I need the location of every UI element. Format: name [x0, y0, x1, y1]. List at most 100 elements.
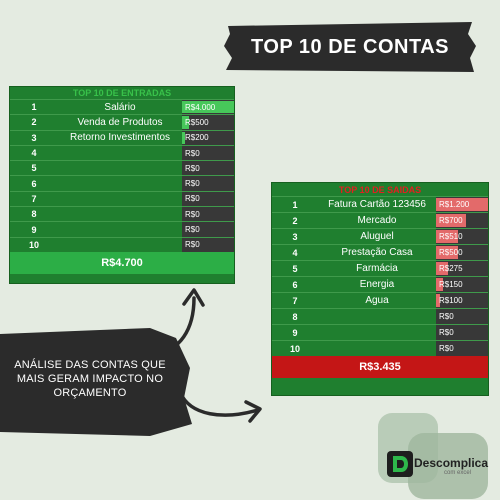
row-value-text: R$4.000 [185, 102, 216, 112]
callout-blob [0, 328, 192, 436]
row-value-text: R$700 [439, 216, 463, 225]
row-value: R$700 [436, 213, 488, 228]
row-name: Salário [104, 101, 136, 113]
row-rank: 5 [292, 263, 298, 274]
row-value: R$0 [182, 207, 234, 222]
table-row: 5 R$0 [10, 160, 234, 176]
row-value: R$275 [436, 261, 488, 276]
row-value: R$200 [182, 130, 234, 145]
value-bar [436, 230, 459, 243]
top-saidas-panel: TOP 10 DE SAIDAS 1 Fatura Cartão 123456 R$… [271, 182, 489, 396]
row-value-text: R$150 [439, 280, 463, 289]
table-row: 1 Salário R$4.000 [10, 99, 234, 115]
row-value: R$500 [182, 115, 234, 130]
row-rank: 10 [289, 343, 300, 354]
row-value-text: R$0 [185, 179, 200, 189]
row-rank: 9 [31, 224, 37, 235]
row-value: R$4.000 [182, 100, 234, 115]
row-value: R$0 [182, 222, 234, 237]
row-value-text: R$0 [185, 209, 200, 219]
table-row: 4 R$0 [10, 144, 234, 161]
row-value: R$0 [182, 191, 234, 207]
row-value-text: R$500 [439, 248, 463, 257]
value-bar [436, 214, 467, 227]
callout-text: ANÁLISE DAS CONTAS QUE MAIS GERAM IMPACT… [14, 359, 166, 399]
row-name: Energia [359, 279, 395, 290]
value-bar [436, 278, 443, 291]
table-row: 1 Fatura Cartão 123456 R$1.200 [272, 196, 488, 212]
row-value-text: R$0 [185, 194, 200, 204]
entradas-table: 1 Salário R$4.000 2 Venda de Produtos R$500 3 R… [10, 99, 234, 252]
top-entradas-panel: TOP 10 DE ENTRADAS 1 Salário R$4.000 2 Venda… [9, 86, 235, 284]
row-value-text: R$0 [439, 344, 454, 353]
row-rank: 5 [31, 163, 37, 174]
row-value-text: R$1.200 [439, 200, 470, 209]
row-value-text: R$100 [439, 296, 463, 305]
value-bar [436, 262, 448, 275]
row-rank: 1 [31, 102, 37, 113]
row-rank: 1 [292, 199, 298, 210]
row-value: R$150 [436, 277, 488, 292]
row-rank: 9 [292, 327, 298, 338]
descomplica-logo-icon [387, 451, 413, 477]
row-rank: 10 [28, 239, 39, 250]
entradas-title: TOP 10 DE ENTRADAS [72, 88, 172, 98]
table-row: 6 Energia R$150 [272, 276, 488, 292]
row-value-text: R$200 [185, 133, 209, 143]
row-rank: 2 [292, 215, 298, 226]
value-bar [182, 131, 185, 144]
row-value-text: R$275 [439, 264, 463, 273]
row-value: R$0 [436, 309, 488, 324]
value-bar [182, 116, 189, 129]
row-value: R$0 [436, 341, 488, 356]
table-row: 9 R$0 [272, 324, 488, 340]
row-name: Retorno Investimentos [69, 132, 171, 144]
table-row: 10 R$0 [272, 340, 488, 356]
row-rank: 3 [292, 231, 298, 242]
table-row: 2 Venda de Produtos R$500 [10, 114, 234, 130]
row-rank: 2 [31, 117, 37, 128]
table-row: 6 R$0 [10, 175, 234, 191]
row-name: Venda de Produtos [77, 116, 163, 128]
table-row: 5 Farmácia R$275 [272, 260, 488, 276]
row-value-text: R$0 [185, 240, 200, 250]
row-name: Agua [365, 295, 389, 306]
value-bar [436, 294, 441, 307]
row-value: R$0 [182, 145, 234, 161]
saidas-title: TOP 10 DE SAIDAS [338, 185, 422, 195]
row-value: R$0 [436, 325, 488, 340]
row-name: Fatura Cartão 123456 [328, 199, 426, 210]
row-name: Prestação Casa [341, 247, 413, 258]
header-banner: TOP 10 DE CONTAS [222, 18, 478, 76]
row-name: Farmácia [356, 263, 398, 274]
table-row: 8 R$0 [272, 308, 488, 324]
table-row: 7 R$0 [10, 190, 234, 207]
table-row: 3 Retorno Investimentos R$200 [10, 129, 234, 145]
row-name: Mercado [357, 215, 397, 226]
table-row: 4 Prestação Casa R$500 [272, 244, 488, 260]
saidas-total: R$3.435 [272, 356, 488, 378]
row-value: R$0 [182, 161, 234, 176]
table-row: 8 R$0 [10, 206, 234, 222]
row-value-text: R$0 [439, 328, 454, 337]
row-value-text: R$500 [185, 117, 209, 127]
table-row: 10 R$0 [10, 236, 234, 252]
logo-subtitle: com excel [444, 470, 472, 476]
value-bar [436, 246, 458, 259]
row-value-text: R$510 [439, 232, 463, 241]
row-name: Aluguel [360, 231, 394, 242]
saidas-table: 1 Fatura Cartão 123456 R$1.200 2 Mercado R$70… [272, 196, 488, 356]
row-value-text: R$0 [185, 148, 200, 158]
row-rank: 3 [31, 132, 37, 143]
logo-name: Descomplica [414, 456, 489, 470]
row-value-text: R$0 [185, 225, 200, 235]
row-rank: 7 [292, 295, 298, 306]
row-value: R$510 [436, 229, 488, 244]
value-bar [436, 198, 488, 211]
table-row: 7 Agua R$100 [272, 292, 488, 308]
row-value-text: R$0 [439, 312, 454, 321]
row-rank: 4 [31, 148, 37, 159]
row-value: R$500 [436, 245, 488, 260]
table-row: 2 Mercado R$700 [272, 212, 488, 228]
row-value-text: R$0 [185, 163, 200, 173]
